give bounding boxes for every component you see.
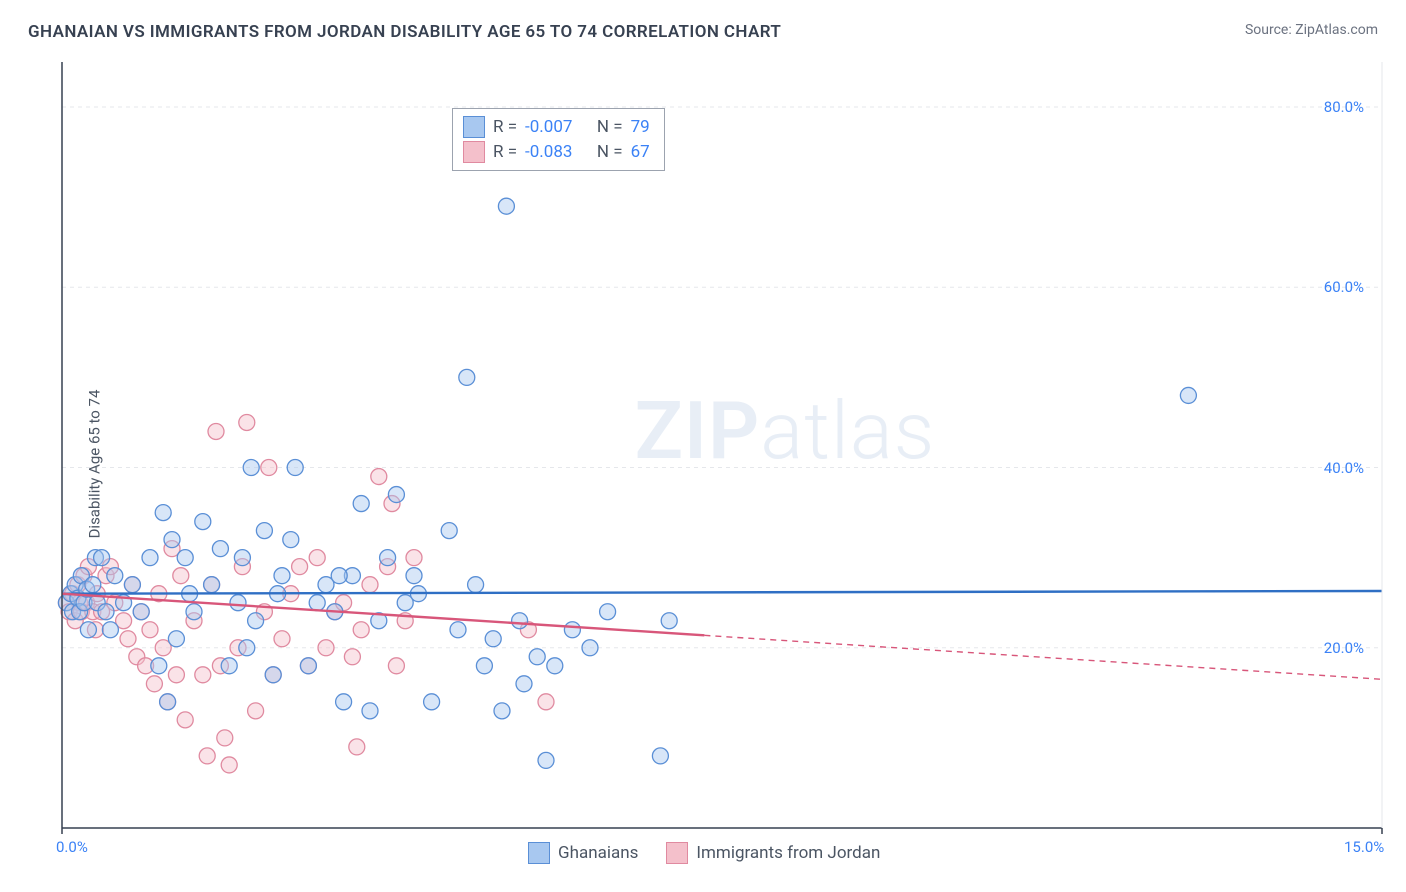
legend-item-series1: Ghanaians (528, 842, 638, 864)
legend-swatch-series1 (528, 842, 550, 864)
source-value: ZipAtlas.com (1295, 22, 1378, 38)
y-tick-label: 20.0% (1324, 639, 1364, 657)
y-tick-label: 80.0% (1324, 98, 1364, 116)
stats-box: R = -0.007 N = 79 R = -0.083 N = 67 (452, 108, 665, 171)
source-attribution: Source: ZipAtlas.com (1245, 22, 1378, 38)
n-value-series1: 79 (631, 115, 650, 140)
legend: Ghanaians Immigrants from Jordan (528, 842, 880, 864)
stats-row-series1: R = -0.007 N = 79 (463, 115, 650, 140)
chart-area: Disability Age 65 to 74 ZIPatlas R = -0.… (20, 50, 1386, 878)
y-tick-label: 60.0% (1324, 278, 1364, 296)
y-tick-label: 40.0% (1324, 459, 1364, 477)
x-tick-label: 15.0% (1344, 838, 1384, 856)
r-value-series2: -0.083 (525, 140, 572, 165)
stats-swatch-series1 (463, 116, 485, 138)
legend-label-series2: Immigrants from Jordan (696, 843, 880, 863)
legend-label-series1: Ghanaians (558, 843, 638, 863)
correlation-chart (20, 50, 1386, 878)
n-label: N = (597, 115, 623, 140)
n-value-series2: 67 (631, 140, 650, 165)
x-tick-label: 0.0% (56, 838, 88, 856)
legend-item-series2: Immigrants from Jordan (666, 842, 880, 864)
r-label: R = (493, 140, 517, 165)
y-axis-label: Disability Age 65 to 74 (85, 390, 103, 539)
stats-row-series2: R = -0.083 N = 67 (463, 140, 650, 165)
chart-header: GHANAIAN VS IMMIGRANTS FROM JORDAN DISAB… (0, 0, 1406, 42)
r-label: R = (493, 115, 517, 140)
chart-title: GHANAIAN VS IMMIGRANTS FROM JORDAN DISAB… (28, 22, 781, 42)
r-value-series1: -0.007 (525, 115, 572, 140)
legend-swatch-series2 (666, 842, 688, 864)
stats-swatch-series2 (463, 141, 485, 163)
source-label: Source: (1245, 22, 1295, 38)
n-label: N = (597, 140, 623, 165)
